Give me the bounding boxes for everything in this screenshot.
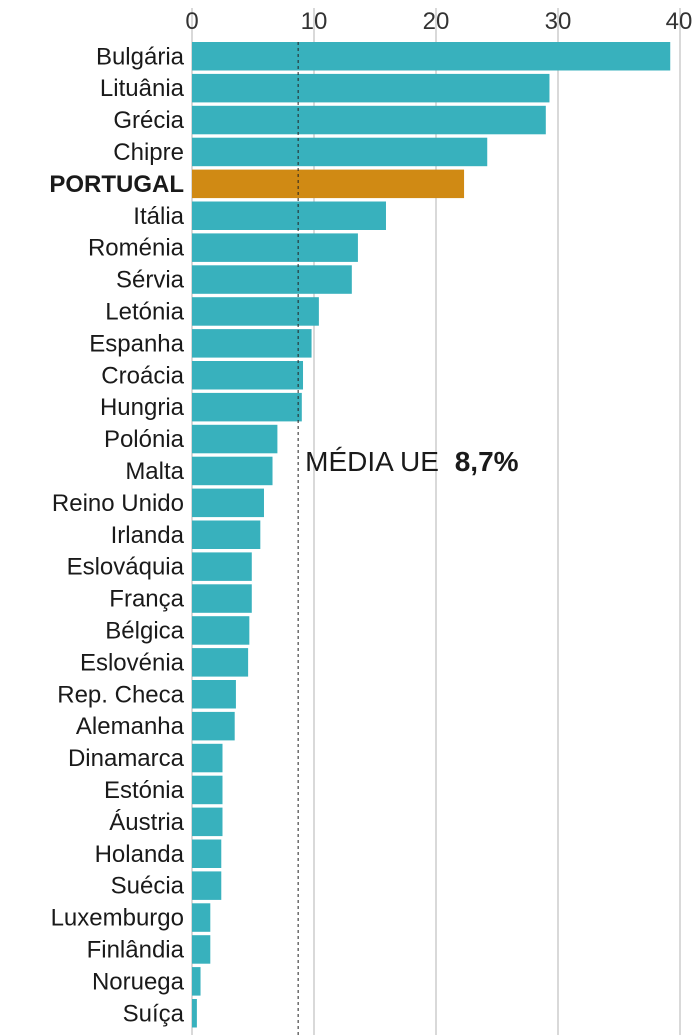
eu-average-label: MÉDIA UE — [305, 446, 439, 477]
category-label: Áustria — [109, 809, 184, 836]
bar — [192, 584, 252, 613]
category-label: Finlândia — [87, 936, 185, 963]
bar — [192, 807, 223, 837]
bar — [192, 743, 223, 773]
bar — [192, 775, 223, 805]
category-label: Dinamarca — [68, 745, 185, 772]
category-label: Luxemburgo — [51, 905, 184, 932]
category-label: Eslovénia — [80, 649, 185, 676]
eu-average-annotation: MÉDIA UE 8,7% — [305, 446, 519, 477]
x-tick-label: 10 — [301, 8, 328, 35]
x-axis-ticks: 0 10 20 30 40 — [185, 8, 692, 35]
category-label: Rep. Checa — [57, 681, 184, 708]
category-label: Letónia — [105, 298, 184, 325]
bar — [192, 680, 236, 709]
category-label: Irlanda — [111, 522, 185, 549]
bar — [192, 456, 273, 486]
category-label: Holanda — [95, 841, 185, 868]
bar — [192, 616, 250, 645]
category-label: Grécia — [113, 107, 184, 134]
bar — [192, 839, 222, 868]
category-label: Suécia — [111, 873, 185, 900]
bar — [192, 233, 358, 262]
category-label: Croácia — [101, 362, 184, 389]
bar-highlight — [192, 169, 465, 199]
category-label: Roménia — [88, 235, 185, 262]
x-tick-label: 20 — [423, 8, 450, 35]
bar — [192, 903, 211, 932]
category-label: Reino Unido — [52, 490, 184, 517]
bar — [192, 137, 488, 167]
bar — [192, 935, 211, 964]
category-labels: Bulgária Lituânia Grécia Chipre PORTUGAL Itál… — [49, 43, 184, 1027]
category-label: Eslováquia — [67, 554, 185, 581]
category-label: Noruega — [92, 968, 185, 995]
bar — [192, 520, 261, 549]
bar — [192, 361, 304, 390]
bars — [192, 42, 671, 1028]
bar — [192, 329, 312, 358]
category-label: Polónia — [104, 426, 185, 453]
bar — [192, 105, 546, 135]
category-label: Suíça — [123, 1000, 185, 1027]
category-label-highlight: PORTUGAL — [49, 171, 184, 198]
bar — [192, 42, 671, 71]
bar — [192, 871, 222, 900]
category-label: Lituânia — [100, 75, 185, 102]
bar — [192, 999, 197, 1028]
x-tick-label: 0 — [185, 8, 198, 35]
category-label: França — [109, 586, 184, 613]
category-label: Chipre — [113, 139, 184, 166]
category-label: Espanha — [89, 330, 184, 357]
bar — [192, 297, 319, 326]
bar — [192, 265, 352, 294]
category-label: Itália — [133, 203, 184, 230]
bar — [192, 711, 235, 741]
category-label: Estónia — [104, 777, 185, 804]
bar — [192, 648, 249, 677]
category-label: Malta — [125, 458, 184, 485]
bar — [192, 488, 264, 518]
category-label: Bélgica — [105, 617, 184, 644]
bar — [192, 392, 302, 422]
x-tick-label: 30 — [545, 8, 572, 35]
category-label: Hungria — [100, 394, 185, 421]
bar — [192, 73, 550, 103]
category-label: Bulgária — [96, 43, 185, 70]
category-label: Sérvia — [116, 267, 185, 294]
category-label: Alemanha — [76, 713, 185, 740]
bar — [192, 552, 252, 581]
x-tick-label: 40 — [666, 8, 693, 35]
bar — [192, 201, 386, 230]
eu-average-value: 8,7% — [455, 446, 519, 477]
bar — [192, 424, 278, 454]
bar — [192, 967, 201, 996]
